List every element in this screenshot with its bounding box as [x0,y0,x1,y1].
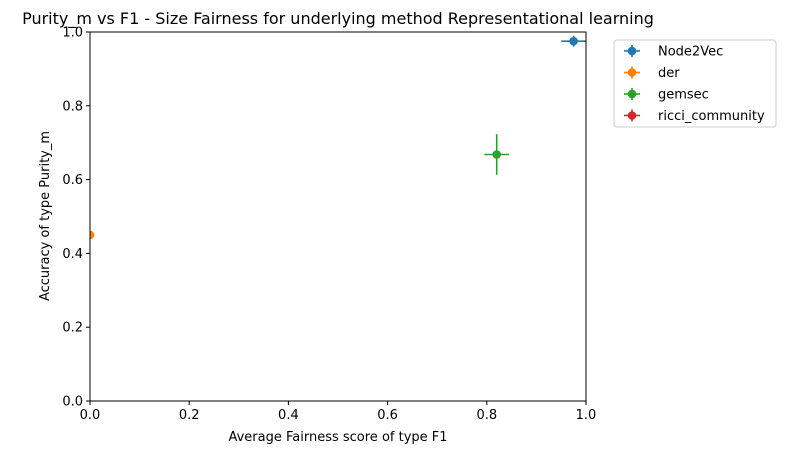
legend-label-der: der [658,66,680,81]
point-der [90,230,95,240]
legend-marker-gemsec [627,89,637,99]
legend-marker-der [627,68,637,77]
x-tick-label: 0.6 [377,408,398,423]
y-tick-label: 0.4 [62,247,83,262]
x-tick-label: 1.0 [576,408,597,423]
x-tick-label: 0.0 [80,408,101,423]
x-tick-label: 0.2 [179,408,200,423]
y-axis-label: Accuracy of type Purity_m [38,131,53,301]
data-markers [90,35,586,240]
point-gemsec [492,150,502,159]
axis-ticks: 0.0 0.2 0.4 0.6 0.8 1.0 0.0 0.2 0.4 0.6 0.8 1.0 [62,26,596,424]
legend-label-ricci-community: ricci_community [658,109,765,124]
legend-box [613,39,777,128]
legend-marker-node2vec [627,46,637,56]
x-tick-label: 0.8 [476,408,497,423]
y-tick-label: 0.6 [62,173,83,188]
chart-title: Purity_m vs F1 - Size Fairness for under… [22,9,654,29]
y-tick-label: 0.8 [62,99,83,114]
y-tick-label: 0.0 [62,395,83,410]
legend-label-node2vec: Node2Vec [658,45,723,60]
x-tick-label: 0.4 [278,408,299,423]
legend-marker-ricci-community [627,111,637,120]
legend: Node2Vec der gemsec ricci_community [613,39,777,128]
y-tick-label: 1.0 [62,26,83,41]
y-tick-label: 0.2 [62,321,83,336]
x-axis-label: Average Fairness score of type F1 [228,430,447,445]
point-node2vec [569,36,578,46]
legend-label-gemsec: gemsec [658,88,709,103]
plot-frame [89,31,587,402]
